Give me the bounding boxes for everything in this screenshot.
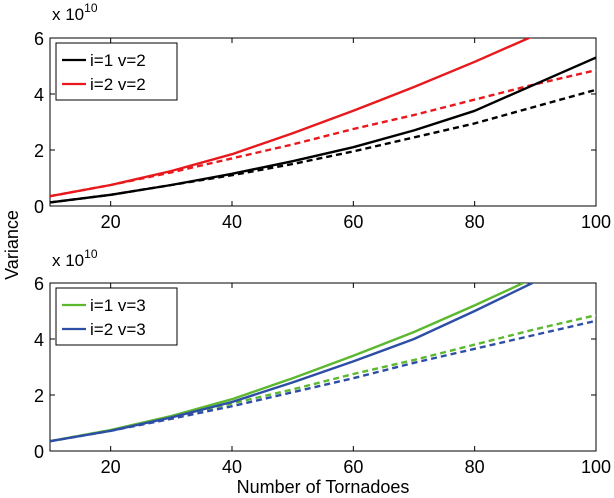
bottom-x-tick-label-20: 20: [101, 457, 121, 477]
bottom-x-tick-label-40: 40: [222, 457, 242, 477]
top-series-group: [50, 38, 596, 204]
bottom-x-tick-label-100: 100: [581, 457, 611, 477]
top-plot-frame: [49, 37, 597, 207]
top-legend-box: [55, 42, 178, 101]
top-x-tick-label-20: 20: [101, 212, 121, 232]
bottom-y-tick-label-6: 6: [34, 274, 44, 294]
top-y-tick-label-0: 0: [34, 197, 44, 217]
shared-y-axis-label: Variance: [2, 210, 22, 280]
top-x-tick-label-40: 40: [222, 212, 242, 232]
top-y-tick-label-4: 4: [34, 85, 44, 105]
top-x-tick-label-100: 100: [581, 212, 611, 232]
bottom-y-scale-exponent: 10: [84, 247, 98, 261]
bottom-x-ticks: 20 40 60 80 100: [101, 283, 611, 477]
top-legend: i=1 v=2 i=2 v=2: [55, 42, 178, 101]
bottom-legend-box: [55, 287, 178, 346]
top-series-4-dashed-line: [50, 88, 596, 204]
bottom-y-tick-label-4: 4: [34, 330, 44, 350]
bottom-legend-label-2: i=2 v=3: [90, 320, 146, 339]
top-y-tick-label-6: 6: [34, 29, 44, 49]
top-x-ticks: 20 40 60 80 100: [101, 38, 611, 232]
bottom-y-ticks: 0 2 4 6: [34, 274, 596, 462]
top-y-tick-label-2: 2: [34, 141, 44, 161]
bottom-x-axis-label: Number of Tornadoes: [237, 477, 410, 497]
bottom-series-group: [50, 283, 596, 443]
bottom-y-scale-label: x 1010: [52, 247, 98, 270]
top-legend-label-1: i=1 v=2: [90, 51, 146, 70]
bottom-legend: i=1 v=3 i=2 v=3: [55, 287, 178, 346]
top-y-ticks: 0 2 4 6: [34, 29, 596, 217]
top-x-tick-label-60: 60: [343, 212, 363, 232]
bottom-y-scale-base: x 10: [52, 251, 84, 270]
top-y-scale-exponent: 10: [84, 1, 98, 15]
bottom-x-tick-label-80: 80: [465, 457, 485, 477]
top-x-tick-label-80: 80: [465, 212, 485, 232]
bottom-y-tick-label-2: 2: [34, 386, 44, 406]
bottom-series-2-solid-line: [50, 283, 536, 443]
top-series-1-solid-line: [50, 56, 596, 204]
bottom-legend-label-1: i=1 v=3: [90, 296, 146, 315]
bottom-plot-frame: [49, 282, 597, 452]
top-y-scale-label: x 1010: [52, 1, 98, 24]
top-legend-label-2: i=2 v=2: [90, 75, 146, 94]
bottom-x-tick-label-60: 60: [343, 457, 363, 477]
bottom-y-tick-label-0: 0: [34, 442, 44, 462]
top-y-scale-base: x 10: [52, 5, 84, 24]
top-panel: 20 40 60 80 100 0 2 4 6 x 1010 i=1 v=2 i=2 v=2: [34, 1, 611, 232]
top-series-2-solid-line: [50, 38, 532, 198]
